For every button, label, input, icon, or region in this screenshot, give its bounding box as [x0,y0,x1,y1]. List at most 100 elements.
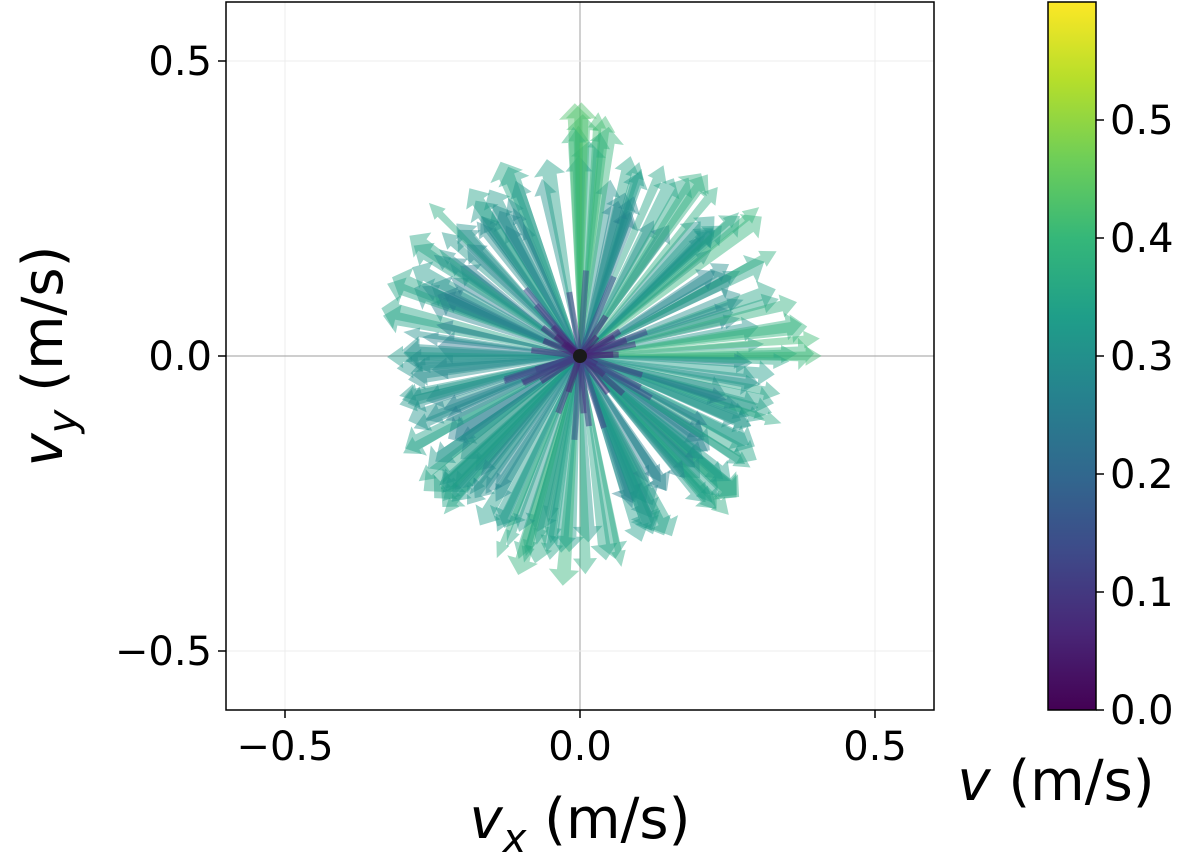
velocity-vector [442,355,581,492]
velocity-vector [533,355,581,545]
velocity-vector [579,200,628,357]
colorbar-ticks: 0.0 0.1 0.2 0.3 0.4 0.5 [1096,98,1174,734]
velocity-vector [437,330,580,365]
velocity-vector [534,178,581,357]
velocity-vector [565,155,593,356]
velocity-vector [579,187,718,357]
velocity-vector [505,225,581,357]
velocity-vector [579,355,720,497]
y-tick-label: −0.5 [115,629,212,675]
colorbar-tick-label: 0.2 [1110,452,1174,498]
velocity-vector [579,355,679,537]
velocity-vector [580,344,798,364]
velocity-vector [505,198,581,357]
velocity-vector [580,330,820,357]
velocity-vector [580,346,822,366]
velocity-vector [451,355,581,502]
velocity-vector [402,336,580,366]
velocity-vector [466,188,581,357]
velocity-vector [579,162,644,357]
velocity-vector [513,207,581,357]
velocity-vector [431,275,581,357]
velocity-vector [475,355,581,471]
colorbar-gradient [1047,1,1097,711]
velocity-vector [578,353,626,396]
velocity-vector [579,355,717,509]
x-tick-label: 0.0 [548,724,612,770]
velocity-vector [440,355,581,490]
velocity-vector [579,235,706,357]
velocity-vector [573,356,597,575]
velocity-vector [579,229,715,357]
velocity-vector [566,291,583,357]
velocity-vector [513,355,581,559]
velocity-vector [579,355,659,518]
velocity-vector [579,294,797,357]
velocity-vector [579,355,661,531]
velocity-vector [579,355,659,529]
velocity-vector [481,216,581,357]
velocity-vector [568,125,589,357]
velocity-vector [454,355,581,490]
velocity-vector [480,355,581,477]
velocity-vector [579,355,626,567]
velocity-vector [441,232,581,357]
velocity-vector [579,355,649,483]
velocity-vector [412,261,581,357]
velocity-vector [524,355,581,564]
velocity-vector [579,355,667,492]
velocity-vector [418,355,581,482]
velocity-vector [475,355,581,526]
velocity-vector [579,355,649,504]
velocity-vector [580,337,815,370]
velocity-vector [579,178,680,357]
velocity-vector [467,355,581,505]
velocity-vector [442,355,581,494]
velocity-vector [579,207,760,357]
velocity-vector [510,180,581,357]
y-tick-label: 0.0 [148,334,212,380]
velocity-vector [579,177,693,357]
velocity-vector [469,355,581,495]
velocity-vector [548,356,581,586]
colorbar-tick-label: 0.3 [1110,334,1174,380]
velocity-vector [396,355,580,379]
velocity-vector [565,102,597,357]
velocity-vector [579,355,752,433]
velocity-vector [579,227,714,357]
velocity-vector [540,355,581,560]
velocity-vector [423,355,581,492]
velocity-vector [483,189,581,357]
velocity-vector [559,103,592,356]
velocity-vector [473,355,581,499]
velocity-vector [566,114,599,356]
velocity-vector [543,355,581,523]
velocity-vector [579,192,636,357]
velocity-vector [443,355,581,501]
velocity-vector [577,270,590,357]
velocity-vector [540,355,581,552]
velocity-vector [387,345,580,369]
x-tick-label: 0.5 [843,724,907,770]
velocity-vector [485,355,581,494]
velocity-vector [579,228,714,357]
velocity-vector [495,355,581,532]
velocity-vector [460,355,581,460]
velocity-vector [579,255,765,357]
x-axis-ticks: −0.5 0.0 0.5 [236,710,907,770]
velocity-vector [430,296,581,357]
velocity-vector [570,141,606,356]
velocity-vector [489,204,581,357]
colorbar-tick-label: 0.1 [1110,570,1174,616]
velocity-vector [579,215,740,357]
velocity-vector [579,270,741,357]
velocity-vector [577,355,607,429]
velocity-vector [422,285,581,357]
velocity-vector [405,355,581,456]
velocity-vector [580,337,765,357]
velocity-vector [523,223,581,357]
colorbar-tick-label: 0.5 [1110,98,1174,144]
y-tick-label: 0.5 [148,39,212,85]
velocity-vector [440,355,581,507]
